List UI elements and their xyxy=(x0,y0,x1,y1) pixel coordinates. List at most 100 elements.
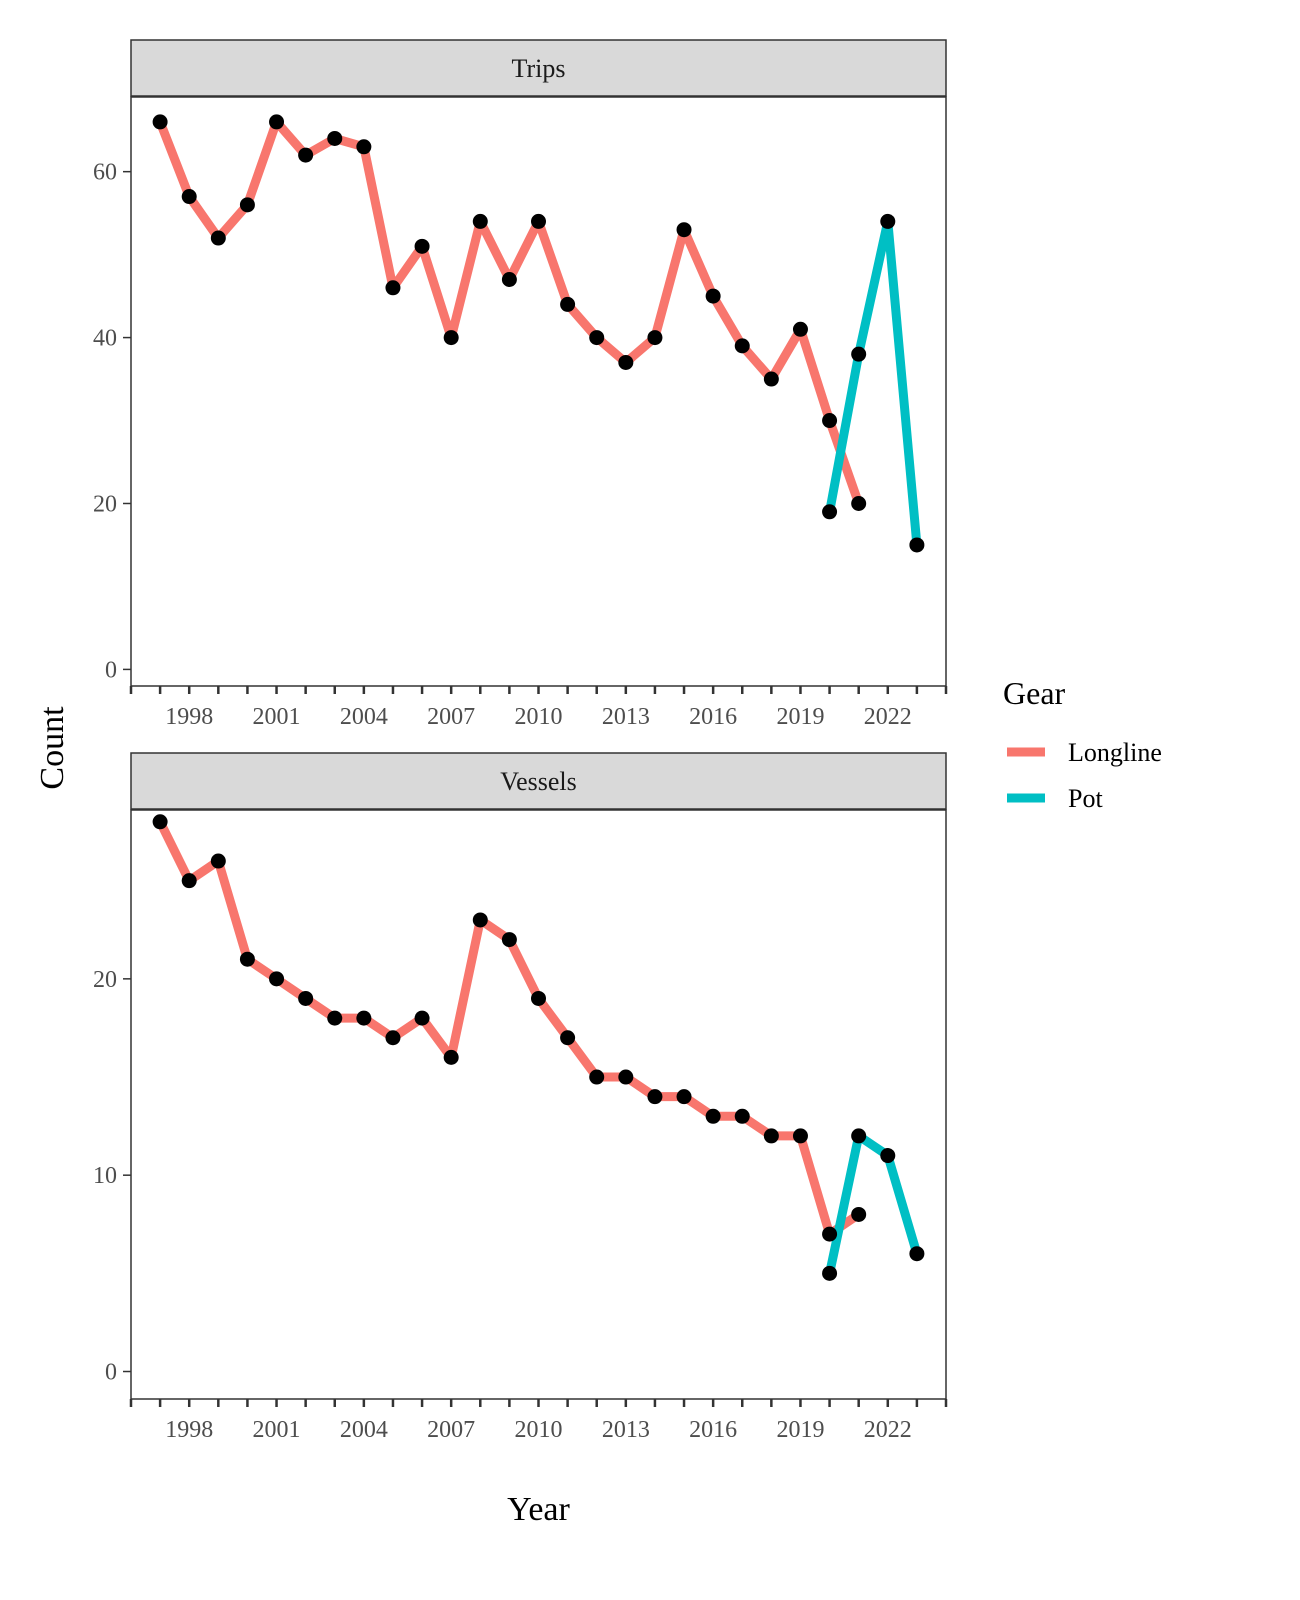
point-trips-longline-2012 xyxy=(589,330,605,346)
x-tick-label-vessels-2019: 2019 xyxy=(776,1417,824,1443)
point-vessels-longline-2007 xyxy=(443,1049,459,1065)
point-vessels-pot-2020 xyxy=(822,1265,838,1281)
legend-label-pot: Pot xyxy=(1068,784,1103,813)
y-tick-label-vessels-20: 20 xyxy=(93,967,117,993)
x-tick-label-vessels-1998: 1998 xyxy=(165,1417,213,1443)
point-vessels-pot-2022 xyxy=(880,1148,896,1164)
x-tick-label-vessels-2010: 2010 xyxy=(515,1417,563,1443)
point-vessels-longline-2012 xyxy=(589,1069,605,1085)
point-trips-longline-2018 xyxy=(763,371,779,387)
point-vessels-longline-2005 xyxy=(385,1030,401,1046)
y-tick-label-trips-20: 20 xyxy=(93,491,117,517)
point-trips-pot-2023 xyxy=(909,537,925,553)
point-trips-pot-2021 xyxy=(851,346,867,362)
x-tick-label-trips-2007: 2007 xyxy=(427,704,475,730)
point-vessels-longline-2018 xyxy=(763,1128,779,1144)
y-tick-label-trips-60: 60 xyxy=(93,160,117,186)
x-tick-label-trips-2013: 2013 xyxy=(602,704,650,730)
point-trips-longline-1997 xyxy=(152,114,168,130)
legend-label-longline: Longline xyxy=(1068,738,1162,767)
legend: Gear Longline Pot xyxy=(1003,675,1162,813)
point-trips-longline-2008 xyxy=(472,213,488,229)
point-vessels-longline-1999 xyxy=(210,853,226,869)
point-trips-longline-2011 xyxy=(560,296,576,312)
point-trips-longline-2003 xyxy=(327,130,343,146)
y-tick-label-vessels-0: 0 xyxy=(105,1360,117,1386)
point-vessels-longline-2002 xyxy=(298,990,314,1006)
point-vessels-longline-1998 xyxy=(181,873,197,889)
point-vessels-longline-2006 xyxy=(414,1010,430,1026)
x-axis-title: Year xyxy=(507,1491,570,1528)
point-trips-pot-2022 xyxy=(880,213,896,229)
point-trips-pot-2020 xyxy=(822,504,838,520)
point-trips-longline-1998 xyxy=(181,189,197,205)
y-axis-title: Count xyxy=(34,706,71,790)
legend-title: Gear xyxy=(1003,675,1066,711)
point-trips-longline-2014 xyxy=(647,330,663,346)
series-line-vessels-pot xyxy=(825,1131,922,1275)
point-vessels-longline-2004 xyxy=(356,1010,372,1026)
point-trips-longline-2006 xyxy=(414,238,430,254)
point-trips-longline-2009 xyxy=(501,272,517,288)
point-trips-longline-2002 xyxy=(298,147,314,163)
point-vessels-longline-2011 xyxy=(560,1030,576,1046)
x-tick-label-vessels-2016: 2016 xyxy=(689,1417,737,1443)
y-tick-label-trips-0: 0 xyxy=(105,657,117,683)
panel-trips: Trips 0 20 40 60 1998 2001 2004 2007 2010 2013 20… xyxy=(93,39,948,730)
point-trips-longline-2016 xyxy=(705,288,721,304)
point-vessels-longline-2009 xyxy=(501,932,517,948)
panel-vessels: Vessels 0 10 20 1998 2001 2004 2007 2010 2013 20… xyxy=(93,752,948,1443)
strip-vessels xyxy=(130,752,947,810)
point-vessels-longline-2008 xyxy=(472,912,488,928)
point-trips-longline-1999 xyxy=(210,230,226,246)
point-trips-longline-2013 xyxy=(618,354,634,370)
point-trips-longline-2019 xyxy=(792,321,808,337)
x-tick-label-trips-2022: 2022 xyxy=(864,704,912,730)
point-vessels-longline-2016 xyxy=(705,1108,721,1124)
point-vessels-longline-2021 xyxy=(851,1206,867,1222)
point-vessels-longline-2000 xyxy=(239,951,255,967)
x-tick-label-vessels-2022: 2022 xyxy=(864,1417,912,1443)
point-vessels-longline-2015 xyxy=(676,1089,692,1105)
x-tick-label-trips-2004: 2004 xyxy=(340,704,388,730)
y-tick-label-vessels-10: 10 xyxy=(93,1163,117,1189)
x-tick-label-trips-2010: 2010 xyxy=(515,704,563,730)
point-vessels-longline-2019 xyxy=(792,1128,808,1144)
x-tick-label-vessels-2001: 2001 xyxy=(253,1417,301,1443)
x-tick-label-trips-2019: 2019 xyxy=(776,704,824,730)
x-tick-label-trips-2001: 2001 xyxy=(253,704,301,730)
point-trips-longline-2005 xyxy=(385,280,401,296)
x-tick-label-trips-1998: 1998 xyxy=(165,704,213,730)
point-vessels-longline-2017 xyxy=(734,1108,750,1124)
y-tick-label-trips-40: 40 xyxy=(93,326,117,352)
point-trips-longline-2007 xyxy=(443,330,459,346)
strip-label-vessels: Vessels xyxy=(500,767,577,796)
x-tick-label-vessels-2004: 2004 xyxy=(340,1417,388,1443)
point-vessels-longline-2003 xyxy=(327,1010,343,1026)
strip-trips xyxy=(130,39,947,97)
point-vessels-longline-2020 xyxy=(822,1226,838,1242)
point-vessels-longline-2013 xyxy=(618,1069,634,1085)
plot-area-trips xyxy=(130,96,947,687)
point-vessels-pot-2021 xyxy=(851,1128,867,1144)
point-vessels-pot-2023 xyxy=(909,1246,925,1262)
x-tick-label-trips-2016: 2016 xyxy=(689,704,737,730)
strip-label-trips: Trips xyxy=(512,54,566,83)
x-tick-label-vessels-2007: 2007 xyxy=(427,1417,475,1443)
point-vessels-longline-2014 xyxy=(647,1089,663,1105)
x-tick-label-vessels-2013: 2013 xyxy=(602,1417,650,1443)
point-trips-longline-2017 xyxy=(734,338,750,354)
series-line-trips-pot xyxy=(825,216,922,546)
point-trips-longline-2021 xyxy=(851,495,867,511)
point-trips-longline-2010 xyxy=(531,213,546,229)
plot-area-vessels xyxy=(130,809,947,1400)
point-vessels-longline-1997 xyxy=(152,814,168,830)
point-vessels-longline-2010 xyxy=(531,990,546,1006)
point-vessels-longline-2001 xyxy=(269,971,285,987)
point-trips-longline-2001 xyxy=(269,114,285,130)
point-trips-longline-2020 xyxy=(822,413,838,429)
point-trips-longline-2000 xyxy=(239,197,255,213)
point-trips-longline-2004 xyxy=(356,139,372,155)
point-trips-longline-2015 xyxy=(676,222,692,238)
